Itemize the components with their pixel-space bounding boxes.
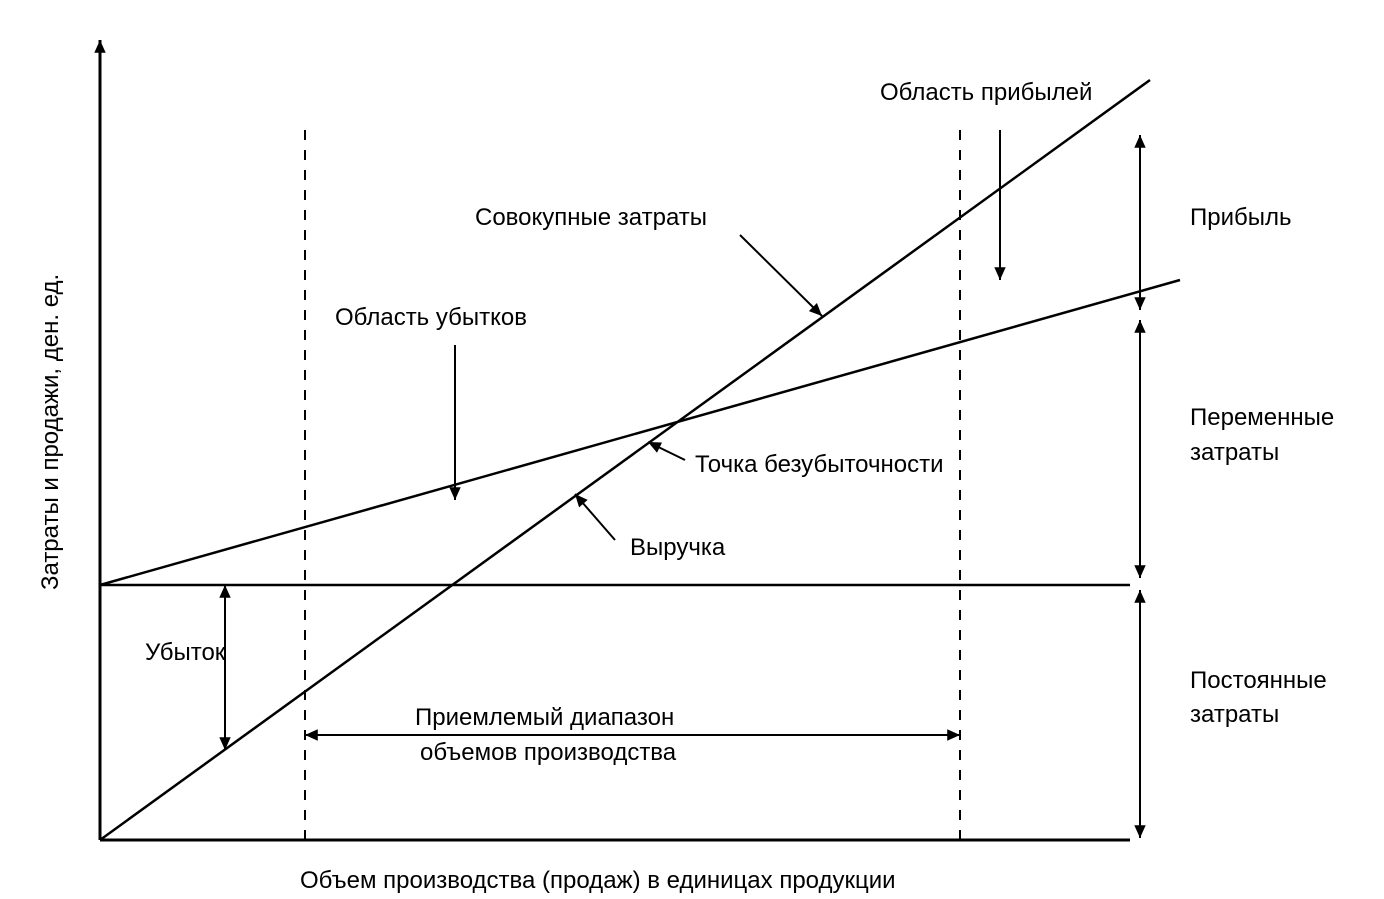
- label-breakeven: Точка безубыточности: [695, 451, 944, 478]
- label-profit-region: Область прибылей: [880, 79, 1092, 106]
- label-range-2: объемов производства: [420, 739, 677, 766]
- label-fixed-2: затраты: [1190, 701, 1279, 728]
- label-range-1: Приемлемый диапазон: [415, 704, 674, 731]
- label-profit: Прибыль: [1190, 204, 1292, 231]
- label-loss-region: Область убытков: [335, 304, 527, 331]
- x-axis-label: Объем производства (продаж) в единицах п…: [300, 867, 896, 894]
- label-fixed-1: Постоянные: [1190, 667, 1327, 694]
- breakeven-chart: Объем производства (продаж) в единицах п…: [0, 0, 1384, 899]
- label-variable-1: Переменные: [1190, 404, 1334, 431]
- y-axis-label: Затраты и продажи, ден. ед.: [37, 274, 64, 590]
- label-total-cost: Совокупные затраты: [475, 204, 707, 231]
- label-revenue: Выручка: [630, 534, 726, 561]
- label-loss: Убыток: [145, 639, 226, 666]
- label-variable-2: затраты: [1190, 439, 1279, 466]
